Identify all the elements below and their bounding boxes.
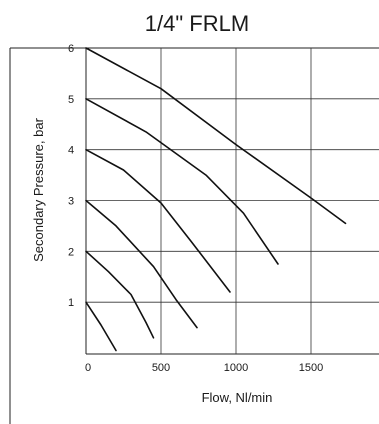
y-tick-label-6: 6 (68, 43, 74, 55)
y-tick-label-1: 1 (68, 297, 74, 309)
x-tick-label-500: 500 (152, 362, 170, 374)
series-line-3 (85, 199, 198, 329)
series-line-2 (85, 250, 155, 339)
chart-title: 1/4" FRLM (145, 11, 249, 36)
y-tick-label-5: 5 (68, 94, 74, 106)
y-tick-label-3: 3 (68, 196, 74, 208)
x-axis-label: Flow, Nl/min (202, 390, 273, 405)
y-tick-label-4: 4 (68, 145, 74, 157)
chart-frame (9, 47, 379, 424)
x-tick-label-1000: 1000 (224, 362, 248, 374)
y-axis-label: Secondary Pressure, bar (31, 117, 46, 261)
x-tick-labels: 0 500 1000 1500 (85, 362, 323, 374)
series-line-5 (85, 98, 279, 265)
y-tick-labels: 1 2 3 4 5 6 (68, 43, 74, 309)
series-lines (85, 47, 347, 352)
series-line-4 (85, 148, 231, 293)
x-tick-label-0: 0 (85, 362, 91, 374)
gridlines (86, 48, 379, 354)
y-tick-label-2: 2 (68, 246, 74, 258)
series-line-6 (85, 47, 347, 225)
series-line-1 (85, 301, 117, 352)
x-tick-label-1500: 1500 (299, 362, 323, 374)
